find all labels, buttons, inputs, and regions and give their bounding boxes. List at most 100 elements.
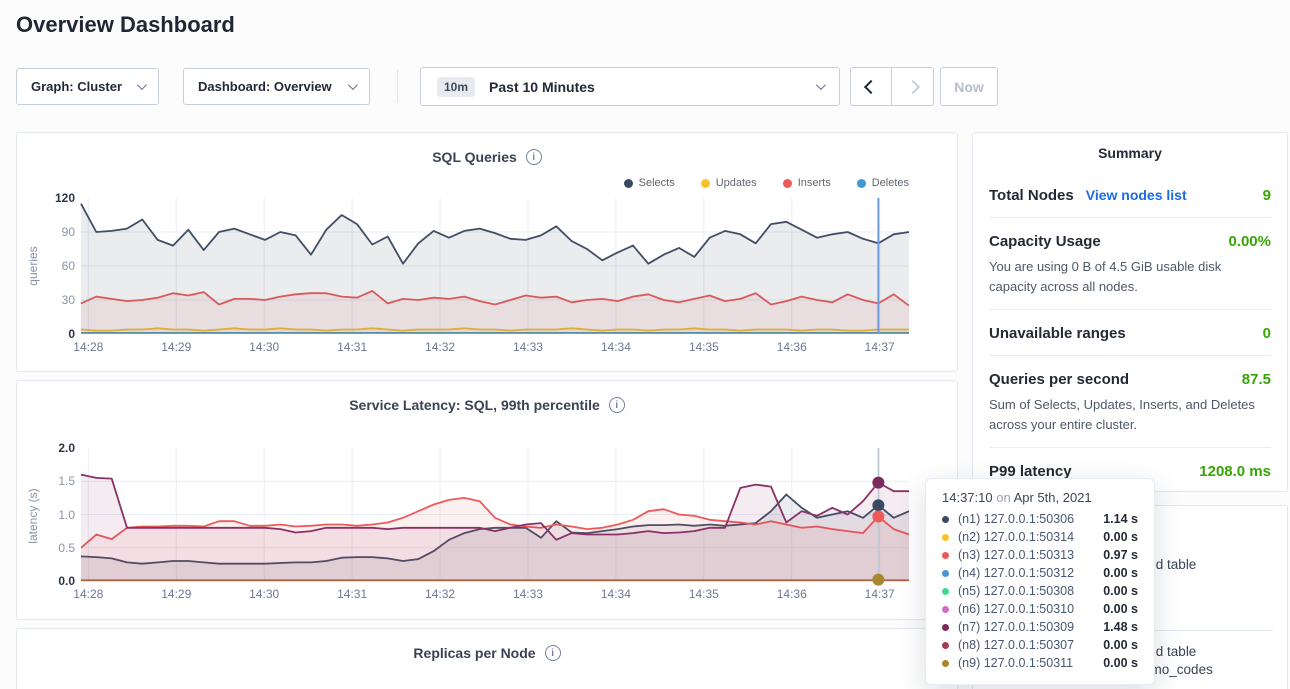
legend-item-inserts[interactable]: Inserts <box>783 177 831 189</box>
dashboard-dropdown[interactable]: Dashboard: Overview <box>183 68 370 105</box>
time-step-buttons <box>850 67 934 106</box>
node-address: (n8) 127.0.0.1:50307 <box>958 638 1074 652</box>
time-range-selector[interactable]: 10m Past 10 Minutes <box>420 67 840 106</box>
node-latency-value: 0.00 s <box>1103 566 1138 580</box>
node-address: (n5) 127.0.0.1:50308 <box>958 584 1074 598</box>
x-axis-tick: 14:36 <box>770 587 814 601</box>
legend-dot-icon <box>857 179 866 188</box>
sql-queries-panel: SQL Queries i Selects Updates Inserts Delet… <box>16 132 958 372</box>
x-axis-tick: 14:34 <box>594 340 638 354</box>
summary-value: 0 <box>1263 325 1271 342</box>
y-axis-label: latency (s) <box>26 486 40 546</box>
summary-panel: Summary Total Nodes View nodes list 9 Ca… <box>972 132 1288 492</box>
summary-label: Capacity Usage <box>989 233 1101 250</box>
x-axis-tick: 14:33 <box>506 340 550 354</box>
service-latency-panel: Service Latency: SQL, 99th percentile i … <box>16 380 958 620</box>
replicas-per-node-panel: Replicas per Node i <box>16 628 958 689</box>
tooltip-node-row: (n6) 127.0.0.1:50310 0.00 s <box>942 600 1138 618</box>
time-forward-button[interactable] <box>892 67 934 106</box>
y-axis-tick: 60 <box>41 259 75 273</box>
tooltip-node-row: (n3) 127.0.0.1:503130.97 s <box>942 546 1138 564</box>
overview-dashboard-page: Overview Dashboard Graph: Cluster Dashbo… <box>0 0 1290 689</box>
sql-queries-title: SQL Queries <box>432 149 517 165</box>
x-axis-tick: 14:36 <box>770 340 814 354</box>
x-axis-tick: 14:28 <box>66 587 110 601</box>
chevron-down-icon <box>816 80 826 90</box>
node-color-dot-icon <box>942 624 949 631</box>
node-latency-value: 0.97 s <box>1103 548 1138 562</box>
node-latency-value: 0.00 s <box>1103 656 1138 670</box>
legend-dot-icon <box>701 179 710 188</box>
service-latency-plot[interactable] <box>81 448 909 581</box>
summary-label: Queries per second <box>989 371 1129 388</box>
summary-row-capacity: Capacity Usage 0.00% You are using 0 B o… <box>989 218 1271 310</box>
legend-label: Deletes <box>872 177 909 189</box>
summary-header: Summary <box>973 133 1287 171</box>
summary-desc: Sum of Selects, Updates, Inserts, and De… <box>989 395 1271 434</box>
sql-queries-legend: Selects Updates Inserts Deletes <box>624 177 909 189</box>
summary-value: 9 <box>1263 187 1271 204</box>
x-axis-tick: 14:31 <box>330 587 374 601</box>
legend-label: Updates <box>716 177 757 189</box>
now-button[interactable]: Now <box>940 67 998 106</box>
chevron-down-icon <box>137 80 147 90</box>
y-axis-tick: 0.0 <box>41 574 75 588</box>
node-color-dot-icon <box>942 588 949 595</box>
chevron-right-icon <box>905 79 919 93</box>
node-color-dot-icon <box>942 606 949 613</box>
summary-value: 1208.0 ms <box>1199 463 1271 480</box>
graph-dropdown[interactable]: Graph: Cluster <box>16 68 159 105</box>
node-color-dot-icon <box>942 552 949 559</box>
legend-label: Inserts <box>798 177 831 189</box>
y-axis-tick: 0.5 <box>41 541 75 555</box>
x-axis-tick: 14:29 <box>154 340 198 354</box>
info-icon[interactable]: i <box>609 397 625 413</box>
summary-desc: You are using 0 B of 4.5 GiB usable disk… <box>989 257 1271 296</box>
y-axis-label: queries <box>26 236 40 296</box>
node-latency-value: 1.48 s <box>1103 620 1138 634</box>
service-latency-title: Service Latency: SQL, 99th percentile <box>349 397 600 413</box>
chevron-left-icon <box>864 79 878 93</box>
node-color-dot-icon <box>942 642 949 649</box>
info-icon[interactable]: i <box>526 149 542 165</box>
x-axis-tick: 14:37 <box>858 340 902 354</box>
chevron-down-icon <box>348 80 358 90</box>
tooltip-node-row: (n5) 127.0.0.1:503080.00 s <box>942 582 1138 600</box>
legend-item-updates[interactable]: Updates <box>701 177 757 189</box>
legend-item-selects[interactable]: Selects <box>624 177 675 189</box>
sql-queries-plot[interactable] <box>81 198 909 334</box>
node-latency-value: 0.00 s <box>1103 602 1138 616</box>
tooltip-node-row: (n7) 127.0.0.1:503091.48 s <box>942 618 1138 636</box>
time-back-button[interactable] <box>850 67 892 106</box>
summary-label: Total Nodes <box>989 187 1074 204</box>
x-axis-tick: 14:37 <box>858 587 902 601</box>
x-axis-tick: 14:30 <box>242 587 286 601</box>
x-axis-tick: 14:29 <box>154 587 198 601</box>
x-axis-tick: 14:32 <box>418 587 462 601</box>
x-axis-tick: 14:33 <box>506 587 550 601</box>
summary-row-qps: Queries per second 87.5 Sum of Selects, … <box>989 356 1271 448</box>
node-latency-value: 1.14 s <box>1103 512 1138 526</box>
summary-row-total-nodes: Total Nodes View nodes list 9 <box>989 181 1271 218</box>
x-axis-tick: 14:32 <box>418 340 462 354</box>
page-title: Overview Dashboard <box>16 12 235 38</box>
node-latency-value: 0.00 s <box>1103 638 1138 652</box>
legend-dot-icon <box>624 179 633 188</box>
graph-dropdown-label: Graph: Cluster <box>31 79 122 94</box>
node-address: (n6) 127.0.0.1:50310 <box>958 602 1074 616</box>
y-axis-tick: 120 <box>41 191 75 205</box>
summary-value: 87.5 <box>1242 371 1271 388</box>
legend-item-deletes[interactable]: Deletes <box>857 177 909 189</box>
node-address: (n2) 127.0.0.1:50314 <box>958 530 1074 544</box>
controls-divider <box>397 70 398 103</box>
node-color-dot-icon <box>942 516 949 523</box>
x-axis-tick: 14:28 <box>66 340 110 354</box>
legend-dot-icon <box>783 179 792 188</box>
y-axis-tick: 2.0 <box>41 441 75 455</box>
info-icon[interactable]: i <box>545 645 561 661</box>
tooltip-node-row: (n4) 127.0.0.1:503120.00 s <box>942 564 1138 582</box>
chart-hover-tooltip: 14:37:10 on Apr 5th, 2021 (n1) 127.0.0.1… <box>925 478 1155 685</box>
view-nodes-list-link[interactable]: View nodes list <box>1086 187 1187 203</box>
summary-row-unavailable-ranges: Unavailable ranges 0 <box>989 310 1271 356</box>
x-axis-tick: 14:35 <box>682 340 726 354</box>
